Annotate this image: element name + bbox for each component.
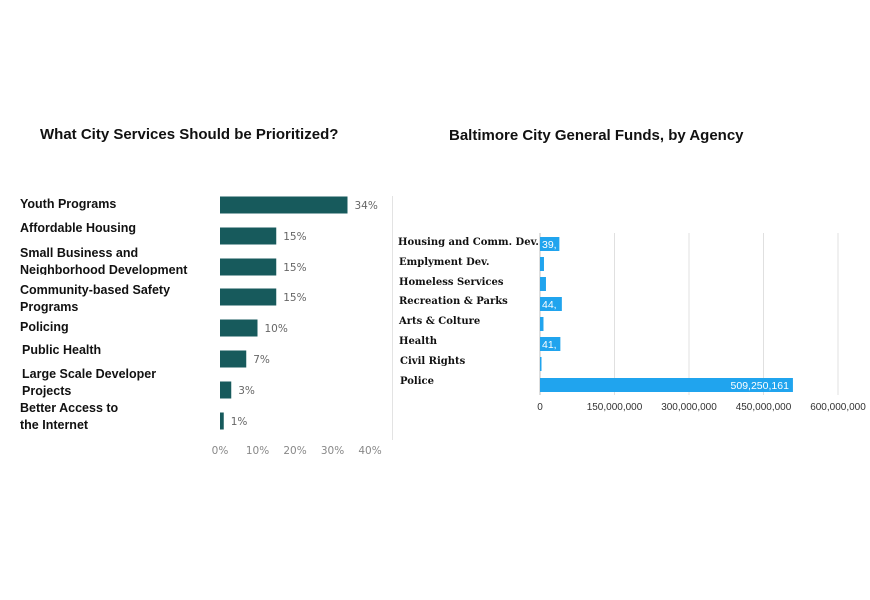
- chart2-x-tick-label: 450,000,000: [736, 402, 792, 413]
- chart2-x-tick-label: 600,000,000: [810, 402, 866, 413]
- chart2-category-label: Housing and Comm. Dev.: [398, 237, 539, 248]
- chart2-bar: [540, 357, 542, 371]
- chart2-bar: [540, 378, 793, 392]
- chart1-title: What City Services Should be Prioritized…: [40, 126, 339, 143]
- chart1-bar: [220, 319, 258, 337]
- chart2-title: Baltimore City General Funds, by Agency: [449, 127, 744, 144]
- chart1-value-label: 10%: [265, 323, 288, 335]
- chart2-category-label: Recreation & Parks: [399, 296, 508, 307]
- chart1-value-label: 15%: [283, 292, 306, 304]
- chart1-category-label: Large Scale Developer Projects: [22, 367, 157, 398]
- chart1-category-label: Public Health: [22, 343, 102, 357]
- chart1-bar: [220, 258, 277, 276]
- chart2-category-label: Civil Rights: [400, 356, 466, 367]
- panel-divider: [392, 196, 393, 440]
- chart1-bar: [220, 288, 277, 306]
- chart1-value-label: 15%: [283, 262, 306, 274]
- chart1-bar: [220, 227, 277, 245]
- chart1-category-label: Youth Programs: [20, 197, 117, 211]
- chart1-category-label: Policing: [20, 320, 69, 334]
- chart1-value-label: 7%: [253, 354, 270, 366]
- chart2-value-label: 509,250,161: [731, 380, 790, 392]
- chart1-bar: [220, 196, 348, 214]
- chart2-category-label: Arts & Colture: [399, 316, 481, 327]
- chart2-value-label: 41,: [542, 339, 557, 351]
- chart2-x-tick-label: 150,000,000: [587, 402, 643, 413]
- chart2-bar: [540, 257, 544, 271]
- chart1-value-label: 15%: [283, 231, 306, 243]
- chart1-category-label: Small Business and Neighborhood Developm…: [20, 246, 188, 275]
- chart2-bar: [540, 237, 560, 251]
- chart2-value-label: 39,: [542, 239, 557, 251]
- chart1-x-tick-label: 20%: [283, 445, 306, 457]
- chart2-category-label: Homeless Services: [399, 277, 504, 288]
- chart1-x-tick-label: 40%: [358, 445, 381, 457]
- chart1-category-label: Community-based Safety Programs: [20, 283, 171, 314]
- chart1-value-label: 3%: [238, 385, 255, 397]
- chart2-bar: [540, 337, 561, 351]
- chart1-value-label: 1%: [231, 416, 248, 428]
- chart1-bar: [220, 381, 232, 399]
- chart2-category-label: Police: [400, 376, 434, 387]
- chart2-category-label: Emplyment Dev.: [399, 257, 490, 268]
- chart2-x-tick-label: 300,000,000: [661, 402, 717, 413]
- chart2-value-label: 44,: [542, 299, 557, 311]
- chart1-value-label: 34%: [355, 200, 378, 212]
- chart1-category-label: Affordable Housing: [20, 221, 136, 235]
- chart2-bar: [540, 297, 562, 311]
- chart1-bar: [220, 350, 247, 368]
- chart1-bar: [220, 412, 224, 430]
- chart2-x-tick-label: 0: [537, 402, 543, 413]
- chart1-x-tick-label: 10%: [246, 445, 269, 457]
- chart1-x-tick-label: 0%: [212, 445, 229, 457]
- chart2-bar: [540, 277, 546, 291]
- chart2-bar: [540, 317, 544, 331]
- chart1-category-label: Better Access to the Internet: [20, 401, 119, 432]
- chart1-x-tick-label: 30%: [321, 445, 344, 457]
- chart2-category-label: Health: [399, 336, 437, 347]
